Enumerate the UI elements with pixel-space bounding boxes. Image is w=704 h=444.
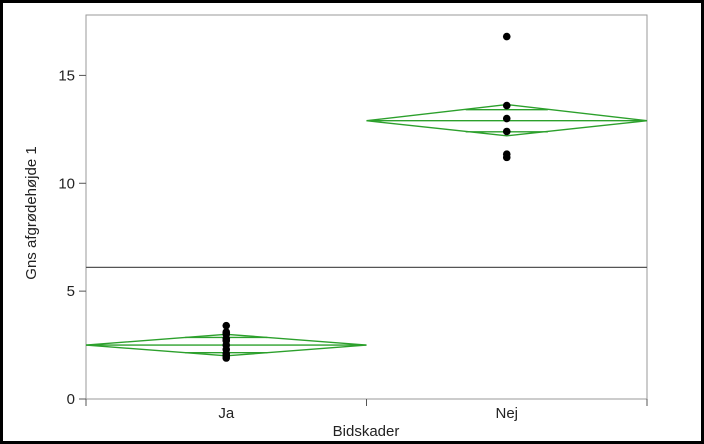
data-point: [502, 127, 511, 136]
data-point: [502, 150, 511, 158]
y-tick-label: 0: [67, 391, 75, 408]
y-axis-title: Gns afgrødehøjde 1: [23, 146, 40, 279]
x-tick-label: Nej: [495, 405, 518, 422]
x-tick-label: Ja: [218, 405, 235, 422]
y-tick-label: 15: [58, 67, 75, 84]
data-point: [502, 114, 511, 123]
x-axis-title: Bidskader: [333, 423, 400, 440]
means-diamond-chart: 0 5 10 15 Ja Nej Bidskader Gns afgrødehøjde …: [23, 14, 648, 440]
data-point: [222, 321, 231, 330]
y-tick-label: 10: [58, 175, 75, 192]
y-tick-label: 5: [67, 283, 75, 300]
plot-area: [85, 14, 648, 400]
data-point: [502, 101, 511, 110]
data-point: [222, 328, 231, 336]
data-point: [502, 32, 511, 41]
